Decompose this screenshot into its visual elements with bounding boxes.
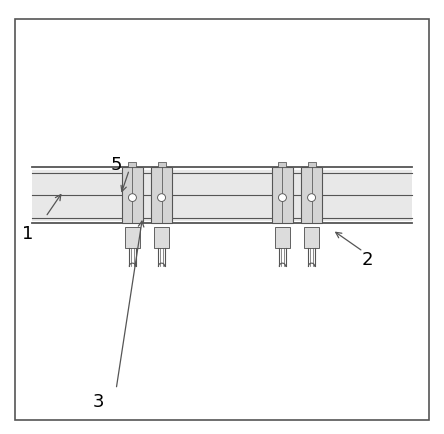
Bar (32, 170, 412, 221)
Bar (278, 162, 286, 168)
Bar (272, 168, 293, 224)
Bar (151, 168, 172, 224)
Bar (122, 168, 143, 224)
Bar (128, 162, 136, 168)
Circle shape (278, 194, 286, 201)
Text: 5: 5 (111, 156, 122, 174)
Bar (158, 162, 166, 168)
Text: 2: 2 (362, 251, 373, 269)
Bar (308, 162, 316, 168)
Text: 1: 1 (22, 225, 34, 243)
Circle shape (308, 194, 316, 201)
Bar (125, 227, 140, 248)
Text: 3: 3 (93, 394, 104, 411)
Circle shape (158, 194, 166, 201)
Bar (301, 168, 322, 224)
Circle shape (128, 194, 136, 201)
Bar (154, 227, 169, 248)
Bar (304, 227, 319, 248)
Bar (275, 227, 290, 248)
